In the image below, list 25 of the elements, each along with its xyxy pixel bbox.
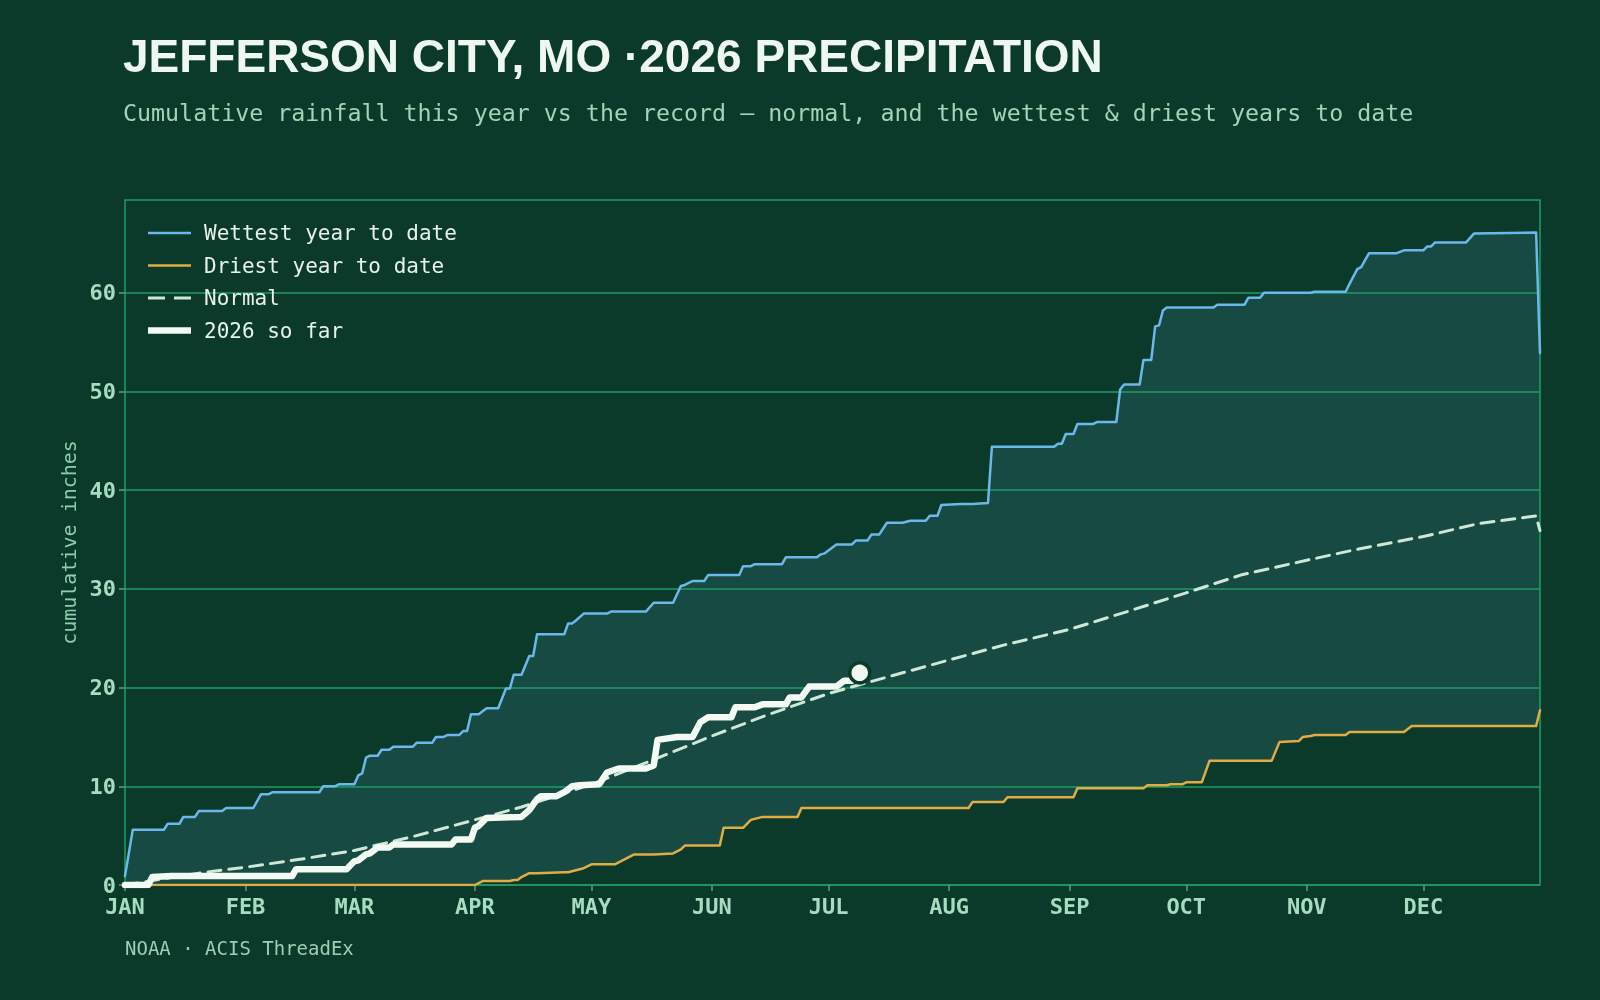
x-tick-label: MAR [334, 893, 375, 919]
y-tick-label: 40 [89, 477, 116, 503]
x-tick-label: JUN [692, 893, 732, 919]
legend-label: Driest year to date [204, 253, 445, 278]
y-tick-label: 10 [89, 773, 116, 799]
y-axis-title: cumulative inches [56, 440, 81, 645]
x-tick-label: NOV [1286, 893, 1327, 919]
x-tick-label: OCT [1166, 893, 1207, 919]
y-tick-label: 30 [89, 576, 116, 602]
chart-title: JEFFERSON CITY, MO ·2026 PRECIPITATION [123, 30, 1103, 82]
legend-label: 2026 so far [204, 318, 344, 343]
legend-label: Normal [204, 286, 280, 310]
x-tick-label: MAY [571, 893, 613, 919]
x-tick-label: DEC [1403, 893, 1444, 919]
x-tick-label: AUG [929, 893, 969, 919]
y-tick-label: 20 [89, 675, 116, 701]
x-tick-label: FEB [225, 893, 266, 919]
text: NOAA · ACIS ThreadEx [125, 936, 354, 959]
y-tick-label: 50 [89, 378, 116, 404]
y-tick-label: 60 [89, 280, 116, 306]
legend-label: Wettest year to date [204, 221, 457, 245]
x-tick-label: APR [454, 893, 496, 919]
x-tick-label: JUL [808, 893, 849, 919]
x-tick-label: SEP [1049, 893, 1090, 919]
chart-subtitle: Cumulative rainfall this year vs the record — normal, and the wettest & driest years to date [123, 98, 1414, 126]
